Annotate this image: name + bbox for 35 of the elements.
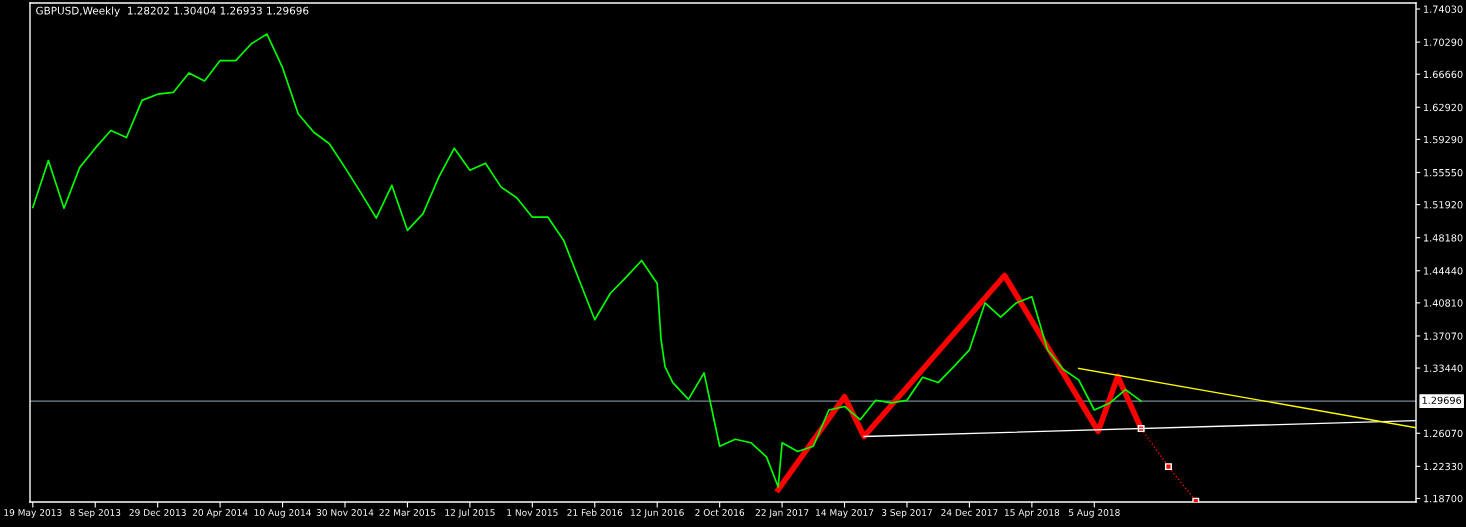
y-tick-label: 1.51920 [1424,201,1463,209]
y-tick-label: 1.37070 [1424,332,1463,340]
y-tick-label: 1.22330 [1424,462,1463,471]
x-tick-label: 29 Dec 2013 [129,509,186,516]
x-tick-label: 24 Dec 2017 [941,509,998,516]
x-tick-label: 12 Jul 2015 [445,508,495,518]
x-tick-label: 12 Jun 2016 [631,509,684,518]
y-tick-label: 1.74030 [1424,5,1463,13]
x-tick-label: 14 May 2017 [816,509,874,518]
y-tick-label: 1.40810 [1424,299,1463,307]
x-tick-label: 1 Nov 2015 [507,509,558,516]
y-tick-label: 1.26070 [1424,429,1463,438]
x-tick-label: 22 Mar 2015 [379,509,436,516]
x-tick-label: 10 Aug 2014 [254,509,311,518]
y-tick-label: 1.62920 [1424,103,1463,112]
chart-title: GBPUSD,Weekly 1.28202 1.30404 1.26933 1.29696 [36,6,309,17]
y-tick-label: 1.55550 [1424,168,1463,177]
x-tick-label: 5 Aug 2018 [1068,509,1120,518]
y-tick-label: 1.66660 [1424,70,1463,79]
x-tick-label: 8 Sep 2013 [70,509,121,518]
x-tick-label: 3 Sep 2017 [881,509,932,518]
x-tick-label: 30 Nov 2014 [316,509,374,516]
y-tick-label: 1.59290 [1424,135,1463,144]
x-tick-label: 15 Apr 2018 [1004,509,1060,518]
y-tick-label: 1.33440 [1424,364,1463,372]
x-tick-label: 20 Apr 2014 [192,509,248,518]
x-tick-label: 2 Oct 2016 [695,509,745,516]
x-tick-label: 21 Feb 2016 [567,508,623,516]
x-tick-label: 19 May 2013 [4,509,62,518]
y-tick-label: 1.48180 [1424,234,1463,242]
y-tick-label: 1.44440 [1424,267,1463,275]
ref-line-label: 1.29696 [1422,396,1462,405]
y-tick-label: 1.18700 [1424,494,1463,503]
x-tick-label: 22 Jan 2017 [755,509,809,518]
y-tick-label: 1.70290 [1424,38,1463,46]
